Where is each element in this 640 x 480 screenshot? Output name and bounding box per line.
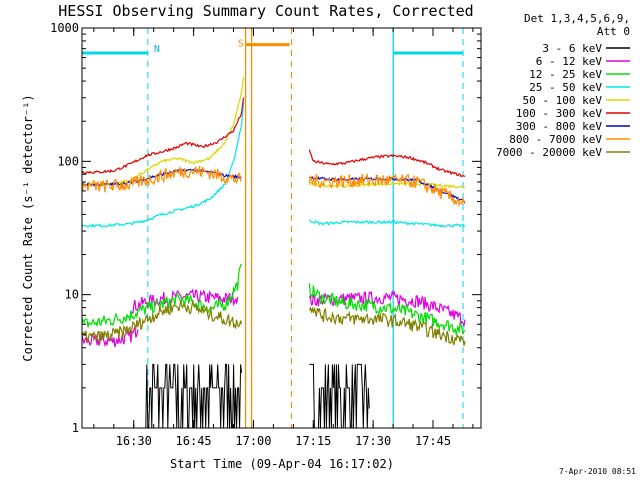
series-line — [81, 263, 243, 328]
legend-header-line: Att 0 — [597, 25, 630, 38]
series-line — [129, 288, 239, 315]
series-line — [145, 363, 243, 429]
flag-label-s: S — [238, 39, 244, 50]
plot-frame — [81, 27, 482, 429]
series-line — [309, 363, 370, 429]
series-line — [308, 172, 466, 207]
series-800-7000kev — [81, 165, 466, 207]
series-lines — [81, 76, 466, 429]
x-tick-label: 17:00 — [235, 434, 271, 448]
series-line — [81, 76, 245, 187]
legend-header-line: Det 1,3,4,5,6,9, — [524, 12, 630, 25]
legend-entry-label: 50 - 100 keV — [523, 94, 603, 107]
timestamp: 7-Apr-2010 08:51 — [559, 467, 636, 476]
series-50-100kev — [81, 76, 466, 189]
series-line — [308, 149, 466, 178]
y-tick-label: 10 — [65, 288, 79, 302]
series-25-50kev — [81, 101, 466, 229]
y-tick-label: 1000 — [50, 21, 79, 35]
x-tick-label: 17:30 — [355, 434, 391, 448]
chart-title: HESSI Observing Summary Count Rates, Cor… — [58, 2, 473, 20]
legend-entry-label: 12 - 25 keV — [529, 68, 602, 81]
x-tick-label: 16:45 — [176, 434, 212, 448]
legend-entry-label: 25 - 50 keV — [529, 81, 602, 94]
series-line — [81, 165, 242, 193]
series-line — [81, 97, 245, 175]
legend-entry-label: 300 - 800 keV — [516, 120, 602, 133]
flag-label-n: N — [154, 44, 160, 55]
x-tick-label: 17:15 — [295, 434, 331, 448]
y-tick-label: 1 — [72, 421, 79, 435]
legend-entry-label: 100 - 300 keV — [516, 107, 602, 120]
series-line — [308, 219, 466, 228]
series-line — [81, 101, 245, 229]
series-100-300kev — [81, 97, 466, 178]
x-tick-label: 16:30 — [116, 434, 152, 448]
axes: 16:30 16:45 17:00 17:15 17:30 17:45 1 10 100 1000 — [50, 21, 481, 448]
legend-entry-label: 800 - 7000 keV — [509, 133, 602, 146]
series-7000-20000kev — [81, 299, 466, 346]
series-line — [308, 181, 466, 189]
series-line — [308, 283, 466, 336]
legend-entry-label: 7000 - 20000 keV — [496, 146, 602, 159]
legend-entry-label: 3 - 6 keV — [542, 42, 602, 55]
series-12-25kev — [81, 263, 466, 336]
legend-entry-label: 6 - 12 keV — [536, 55, 603, 68]
x-axis-label: Start Time (09-Apr-04 16:17:02) — [170, 457, 394, 471]
series-line — [81, 299, 243, 344]
y-axis-label: Corrected Count Rate (s⁻¹ detector⁻¹) — [21, 94, 35, 361]
y-tick-label: 100 — [57, 154, 79, 168]
series-line — [308, 306, 466, 346]
series-3-6kev — [145, 363, 370, 429]
x-tick-label: 17:45 — [415, 434, 451, 448]
